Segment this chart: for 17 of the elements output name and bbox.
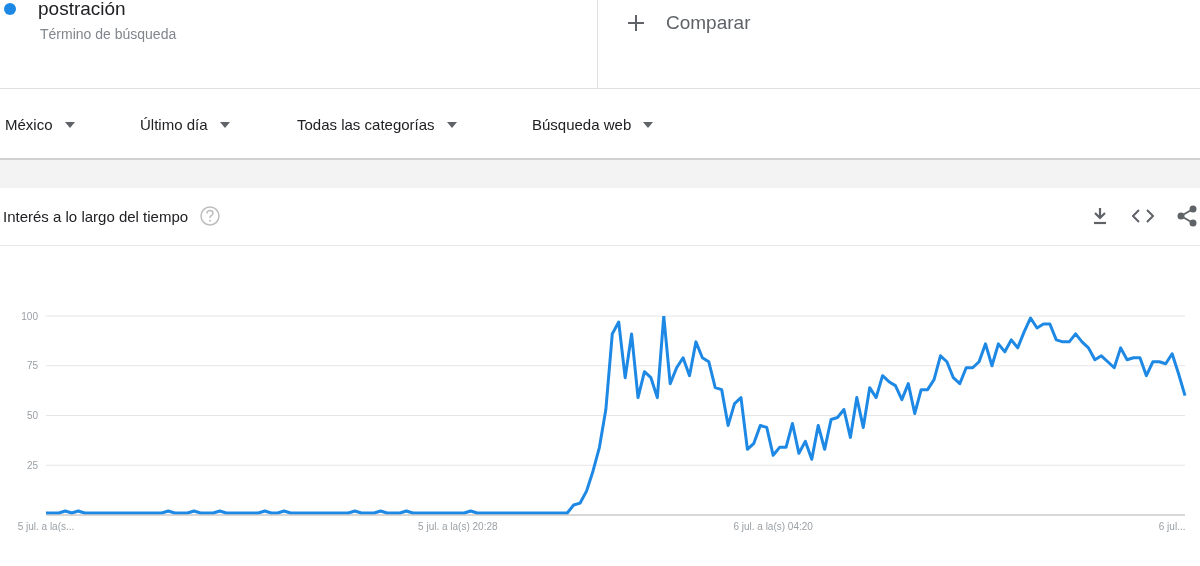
- y-tick-label: 25: [26, 459, 39, 471]
- x-tick-label: 6 jul...: [1158, 521, 1186, 533]
- x-tick-label: 5 jul. a la(s) 20:28: [418, 521, 499, 533]
- legend-label: postración: [38, 0, 126, 20]
- text: Comparar: [666, 12, 751, 34]
- y-tick-label: 50: [26, 410, 39, 422]
- text: Todas las categorías: [297, 116, 435, 133]
- line-series: [44, 316, 1187, 515]
- y-tick-label: 75: [26, 360, 39, 372]
- text: Término de búsqueda: [40, 26, 177, 42]
- x-tick-label: 6 jul. a la(s) 04:20: [733, 521, 814, 533]
- y-tick-label: 100: [21, 310, 39, 322]
- chart-title: Interés a lo largo del tiempo: [3, 207, 189, 225]
- text: Último día: [140, 116, 208, 133]
- text: México: [5, 116, 53, 133]
- text: Búsqueda web: [532, 116, 632, 133]
- x-tick-label: 5 jul. a la(s...: [17, 521, 75, 533]
